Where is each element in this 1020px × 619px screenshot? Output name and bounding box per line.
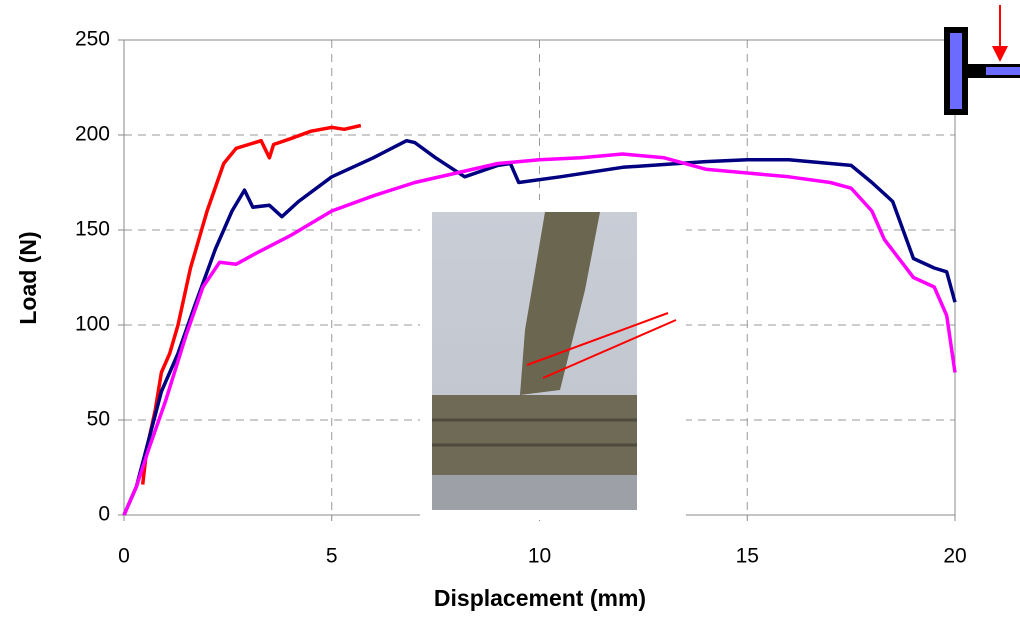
y-tick-label: 200 [75, 123, 110, 146]
specimen-icon [944, 5, 1020, 115]
inset-photo [420, 200, 686, 520]
y-tick-label: 250 [75, 28, 110, 51]
y-tick-label: 0 [98, 503, 110, 526]
y-tick-label: 50 [87, 408, 110, 431]
x-axis-label: Displacement (mm) [434, 585, 646, 611]
x-tick-label: 5 [326, 545, 338, 568]
series-line [140, 123, 362, 485]
x-tick-label: 15 [736, 545, 759, 568]
series-line [122, 152, 957, 516]
x-tick-label: 0 [118, 545, 130, 568]
x-tick-label: 10 [528, 545, 551, 568]
series-line [122, 138, 957, 516]
x-tick-label: 20 [943, 545, 966, 568]
y-tick-label: 150 [75, 218, 110, 241]
y-tick-label: 100 [75, 313, 110, 336]
y-axis-label: Load (N) [15, 231, 41, 324]
